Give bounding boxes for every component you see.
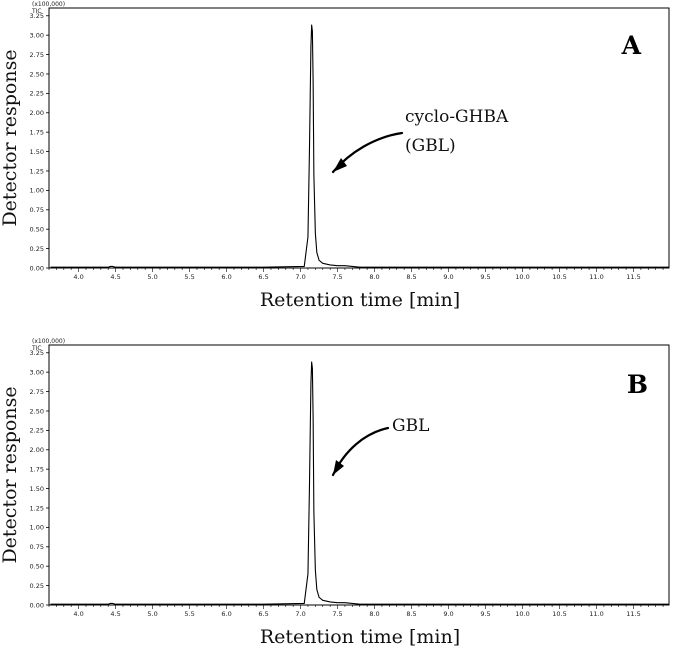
- chromatogram-panel-a: (x100,000) TIC 0.00 0.25 0.50 0.75 1.00 1.25 1.5…: [0, 0, 676, 320]
- annotation-arrowhead: [333, 460, 344, 475]
- y-tick-label: 2.25: [30, 90, 44, 98]
- chart-svg: (x100,000)TIC 0.00 0.25 0.50 0.75 1.00 1.25 1.5…: [0, 338, 670, 648]
- plot-frame: [48, 344, 670, 606]
- x-tick-label: 10.5: [552, 273, 566, 281]
- chromatogram-trace: [50, 361, 669, 605]
- y-scale-note: (x100,000): [32, 1, 65, 8]
- x-tick-label: 6.5: [258, 610, 268, 618]
- x-tick-label: 8.5: [406, 610, 416, 618]
- y-tick-label: 3.25: [30, 349, 44, 357]
- series-tag: TIC: [31, 345, 42, 352]
- x-tick-label: 5.0: [147, 273, 157, 281]
- y-tick-label: 1.50: [30, 485, 44, 493]
- y-tick-label: 2.50: [30, 407, 44, 415]
- y-tick-label: 3.25: [30, 12, 44, 20]
- x-tick-label: 10.0: [515, 273, 529, 281]
- y-tick-label: 1.00: [30, 187, 44, 195]
- chromatogram-panel-b: (x100,000) TIC 0.00 0.25 0.50 0.75 1.00 1.25 1.5…: [0, 337, 676, 657]
- peak-annotation: cyclo-GHBA: [405, 107, 509, 127]
- x-tick-label: 7.0: [295, 273, 305, 281]
- x-tick-label: 11.0: [589, 610, 603, 618]
- x-tick-label: 4.5: [110, 610, 120, 618]
- y-axis-label: Detector response: [0, 386, 21, 563]
- y-tick-label: 2.00: [30, 446, 44, 454]
- panel-label: B: [627, 370, 648, 399]
- x-tick-label: 11.5: [626, 610, 640, 618]
- x-tick-label: 9.0: [443, 610, 453, 618]
- x-tick-label: 7.5: [332, 273, 342, 281]
- y-tick-label: 2.00: [30, 109, 44, 117]
- y-tick-label: 0.75: [30, 206, 44, 214]
- y-tick-label: 1.50: [30, 148, 44, 156]
- chart-svg: (x100,000)TIC 0.00 0.25 0.50 0.75 1.00 1.25 1.5…: [0, 1, 670, 311]
- x-tick-label: 6.5: [258, 273, 268, 281]
- y-tick-label: 2.50: [30, 70, 44, 78]
- x-tick-label: 9.5: [480, 610, 490, 618]
- x-tick-label: 9.0: [443, 273, 453, 281]
- x-tick-label: 5.5: [184, 610, 194, 618]
- series-tag: TIC: [31, 8, 42, 15]
- x-tick-label: 5.5: [184, 273, 194, 281]
- x-tick-label: 8.0: [369, 273, 379, 281]
- y-tick-label: 1.25: [30, 504, 44, 512]
- y-tick-label: 2.75: [30, 388, 44, 396]
- y-tick-label: 1.75: [30, 465, 44, 473]
- peak-annotation: (GBL): [405, 136, 456, 156]
- plot-frame: [48, 7, 670, 269]
- x-tick-label: 10.0: [515, 610, 529, 618]
- chromatogram-trace: [50, 24, 669, 268]
- x-tick-label: 11.0: [589, 273, 603, 281]
- x-tick-label: 6.0: [221, 610, 231, 618]
- y-scale-note: (x100,000): [32, 338, 65, 345]
- x-tick-label: 8.5: [406, 273, 416, 281]
- peak-annotation: GBL: [392, 416, 429, 436]
- x-axis-label: Retention time [min]: [260, 626, 460, 648]
- y-tick-label: 0.00: [30, 264, 44, 272]
- y-axis-label: Detector response: [0, 49, 21, 226]
- x-tick-label: 11.5: [626, 273, 640, 281]
- y-tick-label: 0.00: [30, 601, 44, 609]
- x-tick-label: 5.0: [147, 610, 157, 618]
- y-tick-label: 2.25: [30, 427, 44, 435]
- x-tick-label: 7.0: [295, 610, 305, 618]
- x-tick-label: 7.5: [332, 610, 342, 618]
- x-tick-label: 4.0: [73, 610, 83, 618]
- y-tick-label: 0.25: [30, 582, 44, 590]
- y-tick-label: 3.00: [30, 31, 44, 39]
- x-tick-label: 10.5: [552, 610, 566, 618]
- x-tick-label: 8.0: [369, 610, 379, 618]
- y-tick-label: 0.75: [30, 543, 44, 551]
- y-tick-label: 0.50: [30, 225, 44, 233]
- x-tick-label: 4.5: [110, 273, 120, 281]
- panel-label: A: [621, 31, 642, 60]
- y-tick-label: 3.00: [30, 368, 44, 376]
- y-tick-label: 1.25: [30, 167, 44, 175]
- y-tick-label: 0.50: [30, 562, 44, 570]
- y-tick-label: 2.75: [30, 51, 44, 59]
- x-tick-label: 6.0: [221, 273, 231, 281]
- x-tick-label: 9.5: [480, 273, 490, 281]
- y-tick-label: 0.25: [30, 245, 44, 253]
- y-tick-label: 1.75: [30, 128, 44, 136]
- annotation-arrowhead: [333, 158, 347, 172]
- x-tick-label: 4.0: [73, 273, 83, 281]
- x-axis-label: Retention time [min]: [260, 289, 460, 311]
- y-tick-label: 1.00: [30, 524, 44, 532]
